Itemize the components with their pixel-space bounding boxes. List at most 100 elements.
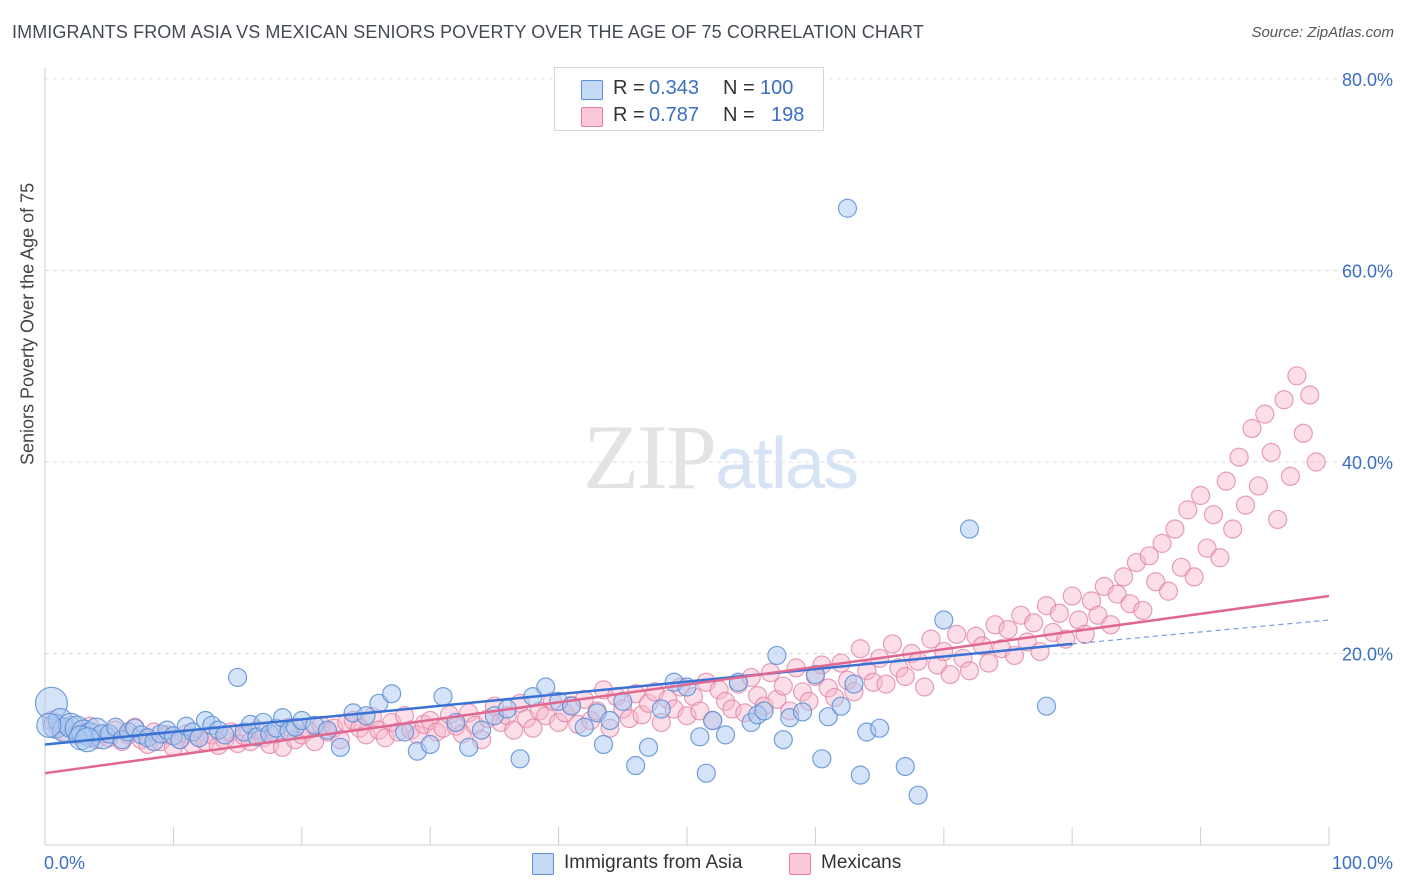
asia-legend-swatch xyxy=(532,853,554,875)
asia-point xyxy=(356,706,376,726)
asia-point xyxy=(36,712,62,738)
r-value: 0.343 xyxy=(649,77,700,99)
mexicans-point xyxy=(959,661,980,681)
asia-point xyxy=(696,763,716,783)
x-tick-label: 0.0% xyxy=(44,853,85,873)
mexicans-point xyxy=(1152,533,1172,553)
source-credit: Source: ZipAtlas.com xyxy=(1251,24,1394,41)
watermark: ZIPatlas xyxy=(583,406,857,508)
asia-point xyxy=(228,667,248,688)
asia-point xyxy=(600,710,620,731)
asia-point xyxy=(818,707,838,727)
n-label: N = xyxy=(723,104,755,126)
asia-point xyxy=(459,737,479,757)
r-label: R = xyxy=(613,77,645,99)
mexicans-point xyxy=(1203,505,1224,525)
mexicans-point xyxy=(1081,591,1102,611)
asia-point xyxy=(934,610,954,630)
asia-point xyxy=(844,674,864,694)
mexicans-point xyxy=(979,653,999,673)
mexicans-point xyxy=(1229,447,1249,467)
mexicans-point xyxy=(632,705,652,725)
mexicans-point xyxy=(1069,610,1089,630)
mexicans-swatch xyxy=(581,107,603,127)
tick-labels: 20.0% 40.0% 60.0% 80.0% 0.0% 100.0% xyxy=(44,70,1393,873)
asia-point xyxy=(510,749,530,769)
mexicans-point xyxy=(773,676,793,696)
mexicans-point xyxy=(792,682,813,702)
legend-row-mexicans: R = 0.787 N = 198 xyxy=(555,103,823,129)
mexicans-point xyxy=(1184,567,1204,587)
mexicans-point xyxy=(1210,548,1230,568)
asia-point xyxy=(715,725,736,745)
asia-point xyxy=(433,686,453,707)
y-tick-label: 40.0% xyxy=(1342,453,1393,473)
trend-lines xyxy=(44,594,1330,775)
mexicans-point xyxy=(1178,500,1198,520)
mexicans-point xyxy=(1133,600,1153,621)
mexicans-point xyxy=(715,691,736,711)
mexicans-legend-swatch xyxy=(789,853,811,875)
mexicans-point xyxy=(1024,613,1044,633)
asia-point xyxy=(837,198,858,218)
x-tick-label: 100.0% xyxy=(1332,853,1393,873)
mexicans-point xyxy=(1049,603,1069,623)
mexicans-point xyxy=(1268,509,1288,530)
asia-point xyxy=(1036,696,1057,716)
mexicans-point xyxy=(895,666,915,687)
mexicans-point xyxy=(1171,557,1191,577)
mexicans-point xyxy=(1248,476,1268,496)
mexicans-point xyxy=(1165,519,1185,539)
mexicans-trend-line xyxy=(44,594,1330,775)
asia-legend-label: Immigrants from Asia xyxy=(564,852,743,873)
asia-point xyxy=(593,734,614,755)
asia-point xyxy=(536,677,556,697)
mexicans-point xyxy=(998,619,1018,640)
mexicans-point xyxy=(1280,466,1301,486)
mexicans-point xyxy=(850,639,870,659)
mexicans-point xyxy=(818,678,838,698)
y-tick-label: 20.0% xyxy=(1342,645,1393,665)
asia-point xyxy=(382,684,402,704)
mexicans-point xyxy=(677,706,697,726)
mexicans-point xyxy=(921,629,941,649)
r-value: 0.787 xyxy=(649,104,700,126)
legend-row-asia: R = 0.343 N = 100 xyxy=(555,76,823,102)
asia-point xyxy=(574,717,594,737)
mexicans-point xyxy=(548,712,569,733)
mexicans-legend-label: Mexicans xyxy=(821,852,902,873)
asia-swatch xyxy=(581,80,603,100)
mexicans-point xyxy=(1274,390,1294,410)
asia-point xyxy=(471,720,492,740)
mexicans-point xyxy=(504,720,524,740)
mexicans-point xyxy=(985,615,1005,635)
n-label: N = xyxy=(723,77,755,99)
asia-point xyxy=(850,765,870,785)
mexicans-point xyxy=(1158,581,1179,601)
mexicans-point xyxy=(1062,586,1082,606)
y-tick-label: 80.0% xyxy=(1342,70,1393,90)
asia-point xyxy=(895,756,915,777)
asia-trend-line xyxy=(44,642,1073,746)
asia-point xyxy=(767,645,787,666)
n-value: 198 xyxy=(771,104,805,126)
mexicans-point xyxy=(1197,538,1217,558)
mexicans-point xyxy=(1146,572,1166,592)
asia-point xyxy=(831,696,851,716)
mexicans-point xyxy=(876,674,896,694)
mexicans-point xyxy=(722,699,742,719)
mexicans-point xyxy=(1113,567,1134,587)
mexicans-point xyxy=(882,634,903,654)
mexicans-point xyxy=(1306,452,1326,472)
mexicans-point xyxy=(1287,366,1307,386)
stats-legend: R = 0.343 N = 100 R = 0.787 N = 198 xyxy=(554,67,824,131)
r-label: R = xyxy=(613,104,645,126)
y-axis-label: Seniors Poverty Over the Age of 75 xyxy=(17,182,38,465)
asia-point xyxy=(651,699,671,719)
mexicans-point xyxy=(690,701,710,721)
mexicans-point xyxy=(1300,385,1320,405)
mexicans-point xyxy=(940,664,960,685)
mexicans-point xyxy=(914,677,935,697)
mexicans-point xyxy=(1190,485,1211,506)
asia-point xyxy=(959,519,980,539)
